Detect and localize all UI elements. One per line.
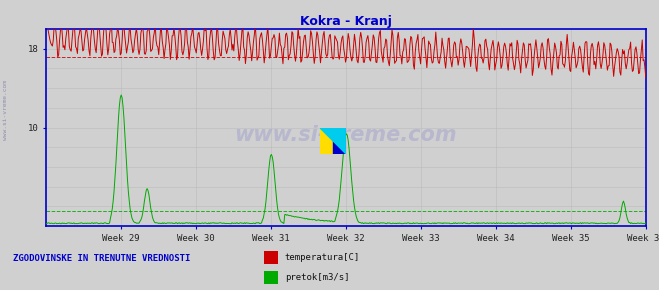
Text: www.si-vreme.com: www.si-vreme.com <box>235 126 457 146</box>
Bar <box>320 128 333 154</box>
Text: www.si-vreme.com: www.si-vreme.com <box>3 80 9 140</box>
Title: Kokra - Kranj: Kokra - Kranj <box>300 15 392 28</box>
Polygon shape <box>320 128 346 154</box>
Bar <box>333 128 346 154</box>
Text: pretok[m3/s]: pretok[m3/s] <box>285 273 349 282</box>
Text: ZGODOVINSKE IN TRENUTNE VREDNOSTI: ZGODOVINSKE IN TRENUTNE VREDNOSTI <box>13 254 190 263</box>
Text: temperatura[C]: temperatura[C] <box>285 253 360 262</box>
